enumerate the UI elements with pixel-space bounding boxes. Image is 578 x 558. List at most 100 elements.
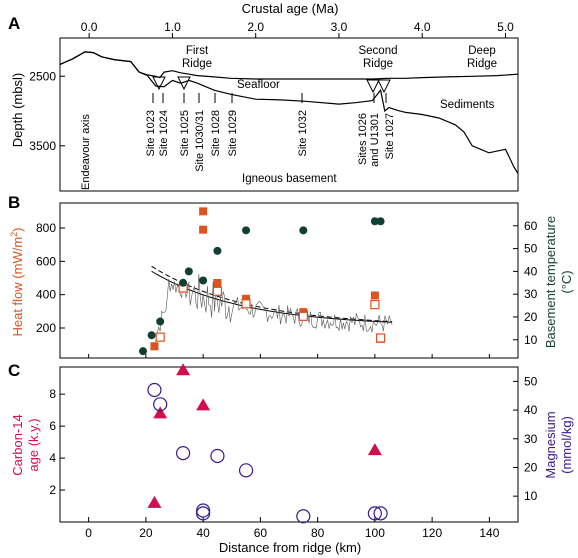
magnesium-point xyxy=(210,448,225,464)
crustal-age-ticks: 0.0 1.0 2.0 3.0 4.0 5.0 xyxy=(81,20,514,38)
carbon14-point xyxy=(176,363,191,376)
distance-tick-label-4: 80 xyxy=(311,526,325,540)
magnesium-point xyxy=(238,463,254,478)
distance-tick-label-6: 120 xyxy=(422,526,442,540)
crustal-age-tick-label-5: 5.0 xyxy=(497,20,514,34)
magnesium-axis-label-1: Magnesium xyxy=(543,411,558,478)
sediments-label: Sediments xyxy=(440,99,495,111)
panel-c: C 2 4 6 8 10 20 30 40 50 0 20 40 60 80 100 120 140 Car… xyxy=(8,361,574,555)
heat-flow-point xyxy=(242,294,251,303)
magnesium-axis-label-2: (mmol/kg) xyxy=(559,416,574,474)
panel-a: A Crustal age (Ma) 0.0 1.0 2.0 3.0 4.0 5.0 25… xyxy=(8,1,519,192)
first-ridge-label-1: First xyxy=(186,45,209,57)
panel-a-frame xyxy=(59,37,519,192)
endeavour-axis-label: Endeavour axis xyxy=(80,114,92,190)
distance-tick-label-3: 60 xyxy=(254,526,268,540)
temperature-ticks: 10 20 30 40 50 60 xyxy=(88,219,538,358)
model-curve-solid xyxy=(151,270,393,323)
crustal-age-axis-label: Crustal age (Ma) xyxy=(242,1,339,16)
magnesium-tick-label-3: 40 xyxy=(524,403,538,417)
carbon14-point xyxy=(196,398,211,411)
magnesium-point xyxy=(147,382,162,398)
first-ridge-label-2: Ridge xyxy=(182,58,212,70)
crustal-age-tick-label-3: 3.0 xyxy=(331,20,348,34)
heat-flow-point xyxy=(370,291,379,300)
carbon14-axis-label-2: age (k.y.) xyxy=(26,418,41,471)
site-1029-label: Site 1029 xyxy=(227,110,239,156)
basement-line xyxy=(59,51,519,174)
observed-heat-flow-profile xyxy=(151,273,393,349)
heat-flow-point xyxy=(213,279,222,287)
depth-ticks: 2500 3500 xyxy=(29,69,65,153)
magnesium-point xyxy=(367,506,382,521)
basement-temperature-point xyxy=(139,347,148,356)
carbon14-axis-label-1: Carbon-14 xyxy=(10,414,25,475)
second-ridge-label-1: Second xyxy=(358,45,397,57)
site-1027-label: Site 1027 xyxy=(384,113,396,159)
temperature-tick-label-2: 30 xyxy=(524,287,538,301)
carbon14-point xyxy=(147,495,162,508)
site-1026-marker xyxy=(366,79,380,94)
temperature-tick-label-3: 40 xyxy=(524,264,538,278)
heat-flow-point xyxy=(150,342,159,351)
deep-ridge-label-1: Deep xyxy=(468,45,496,57)
heat-flow-open-point xyxy=(241,299,251,309)
panel-a-letter: A xyxy=(8,14,20,33)
site-1027-marker xyxy=(377,79,391,94)
basement-temperature-point xyxy=(184,267,193,276)
crustal-age-tick-label-2: 2.0 xyxy=(247,20,264,34)
distance-tick-label-7: 140 xyxy=(479,526,499,540)
magnesium-point xyxy=(196,506,211,521)
site-1032-label: Site 1032 xyxy=(297,110,309,156)
panel-b: B 200 400 600 800 10 20 30 40 50 60 Heat flow (m… xyxy=(8,193,574,359)
profile-lines xyxy=(59,51,519,174)
heat-flow-tick-label-2: 600 xyxy=(36,254,56,268)
basement-temperature-point xyxy=(199,276,208,285)
heat-flow-axis-label-exponent: 2 xyxy=(9,232,19,237)
and-u1301-label: and U1301 xyxy=(369,113,381,167)
site-1025-marker xyxy=(177,76,191,91)
panel-b-marks xyxy=(139,207,393,356)
magnesium-point xyxy=(373,506,388,521)
distance-ticks: 0 20 40 60 80 100 120 140 xyxy=(85,517,500,540)
model-curve-dashed xyxy=(151,265,393,322)
site-1023-label: Site 1023 xyxy=(145,110,157,156)
magnesium-point xyxy=(196,503,211,518)
basement-temperature-point xyxy=(242,226,251,235)
carbon14-point xyxy=(153,406,168,419)
magnesium-tick-label-4: 50 xyxy=(524,374,538,388)
basement-temperature-point xyxy=(156,317,165,326)
carbon14-tick-label-0: 2 xyxy=(49,483,56,497)
carbon14-tick-label-1: 4 xyxy=(49,451,56,465)
basement-temperature-axis-label-2: (°C) xyxy=(559,270,574,293)
panel-c-frame xyxy=(59,366,519,523)
temperature-tick-label-4: 50 xyxy=(524,242,538,256)
heat-flow-axis-label-text: Heat flow (mW/m xyxy=(10,237,25,337)
panel-c-letter: C xyxy=(8,361,20,380)
heat-flow-ticks: 200 400 600 800 xyxy=(36,221,65,335)
basement-temperature-point xyxy=(213,246,222,255)
carbon14-point xyxy=(367,443,382,456)
carbon14-ticks: 2 4 6 8 xyxy=(49,387,65,497)
magnesium-tick-label-2: 30 xyxy=(524,432,538,446)
heat-flow-open-point xyxy=(376,333,386,343)
temperature-tick-label-5: 60 xyxy=(524,219,538,233)
heat-flow-axis-label: Heat flow (mW/m2) xyxy=(9,227,25,336)
crustal-age-tick-label-0: 0.0 xyxy=(81,20,98,34)
carbon14-tick-label-2: 6 xyxy=(49,419,56,433)
heat-flow-tick-label-3: 800 xyxy=(36,221,56,235)
heat-flow-point xyxy=(199,207,208,216)
deep-ridge-label-2: Ridge xyxy=(467,58,497,70)
crustal-age-tick-label-4: 4.0 xyxy=(414,20,431,34)
site-1024-label: Site 1024 xyxy=(158,110,170,156)
basement-temperature-point xyxy=(376,217,385,226)
magnesium-point xyxy=(296,509,311,524)
site-1025-label: Site 1025 xyxy=(179,110,191,156)
panel-c-marks xyxy=(147,363,388,524)
heat-flow-axis-label-close: ) xyxy=(10,227,25,231)
heat-flow-open-point xyxy=(298,311,308,321)
depth-tick-label-1: 3500 xyxy=(29,139,56,153)
panel-b-letter: B xyxy=(8,193,20,212)
distance-axis-label: Distance from ridge (km) xyxy=(219,540,361,555)
